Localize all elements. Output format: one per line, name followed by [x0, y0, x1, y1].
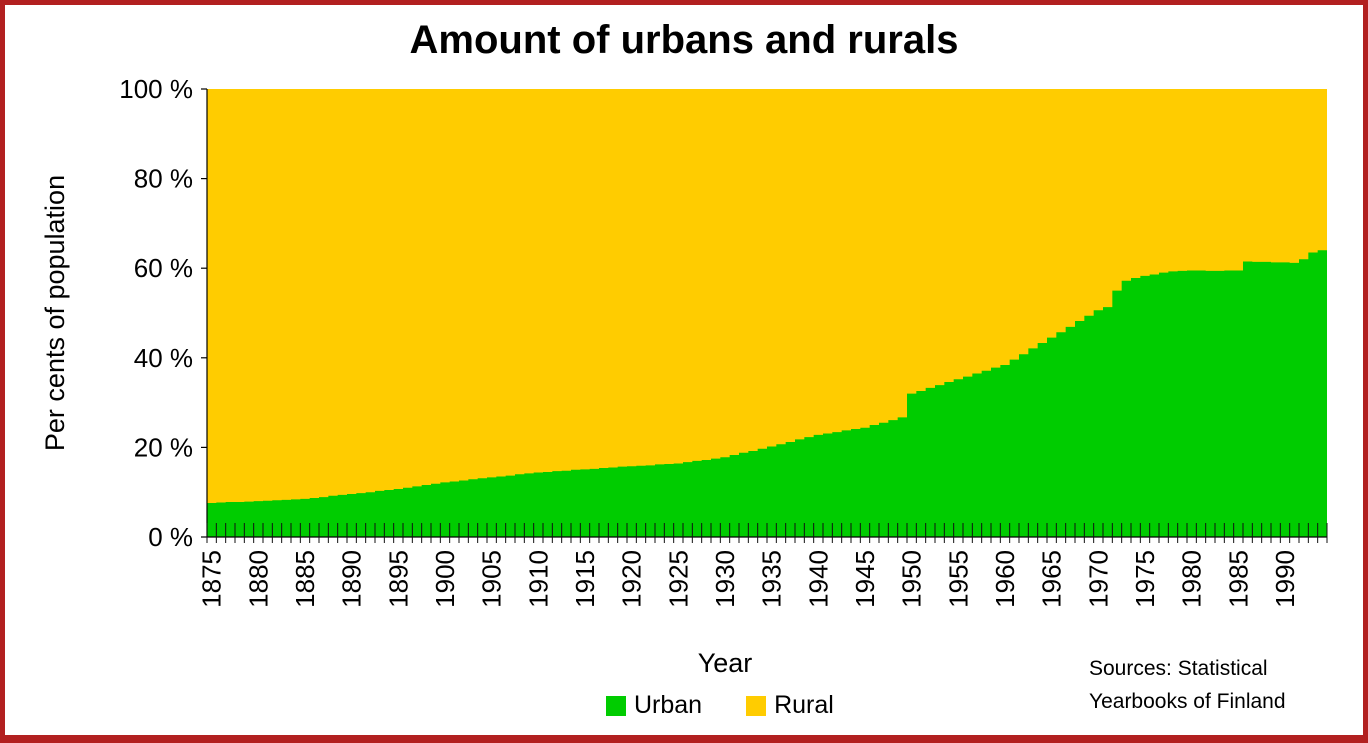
legend-item-rural: Rural [746, 691, 834, 720]
x-tick-label-1935: 1935 [757, 550, 787, 608]
chart-title: Amount of urbans and rurals [409, 18, 959, 62]
x-tick-label-1960: 1960 [990, 550, 1020, 608]
x-tick-label-1900: 1900 [430, 550, 460, 608]
legend-swatch-urban [606, 695, 626, 716]
legend-swatch-rural [746, 695, 767, 716]
x-tick-label-1920: 1920 [617, 550, 647, 608]
x-tick-label-1885: 1885 [290, 550, 320, 608]
x-tick-label-1895: 1895 [383, 550, 413, 608]
x-tick-label-1950: 1950 [897, 550, 927, 608]
x-tick-label-1880: 1880 [243, 550, 273, 608]
source-annotation: Sources: Statistical Yearbooks of Finlan… [1089, 652, 1349, 718]
x-tick-label-1890: 1890 [337, 550, 367, 608]
source-line-1: Sources: Statistical [1089, 657, 1268, 680]
y-tick-label-40: 40 % [134, 343, 193, 373]
legend-item-urban: Urban [606, 691, 702, 720]
y-tick-label-0: 0 % [148, 522, 193, 552]
x-tick-label-1980: 1980 [1177, 550, 1207, 608]
x-tick-label-1910: 1910 [523, 550, 553, 608]
legend-label-urban: Urban [634, 691, 703, 719]
y-tick-label-60: 60 % [134, 253, 193, 283]
x-tick-label-1975: 1975 [1130, 550, 1160, 608]
legend-label-rural: Rural [774, 691, 834, 719]
y-tick-label-20: 20 % [134, 432, 193, 462]
x-tick-label-1925: 1925 [663, 550, 693, 608]
x-tick-label-1990: 1990 [1270, 550, 1300, 608]
x-axis-title: Year [698, 648, 753, 678]
x-tick-label-1875: 1875 [197, 550, 227, 608]
y-axis-title: Per cents of population [40, 175, 70, 451]
x-tick-label-1915: 1915 [570, 550, 600, 608]
x-tick-label-1970: 1970 [1083, 550, 1113, 608]
urban-area [207, 250, 1327, 537]
x-tick-label-1955: 1955 [943, 550, 973, 608]
x-tick-label-1985: 1985 [1223, 550, 1253, 608]
y-tick-label-100: 100 % [119, 74, 193, 104]
legend: Urban Rural [606, 691, 878, 720]
x-tick-label-1930: 1930 [710, 550, 740, 608]
source-line-2: Yearbooks of Finland [1089, 690, 1286, 713]
x-tick-label-1945: 1945 [850, 550, 880, 608]
x-tick-label-1905: 1905 [477, 550, 507, 608]
x-tick-label-1965: 1965 [1037, 550, 1067, 608]
x-tick-label-1940: 1940 [803, 550, 833, 608]
y-tick-label-80: 80 % [134, 164, 193, 194]
